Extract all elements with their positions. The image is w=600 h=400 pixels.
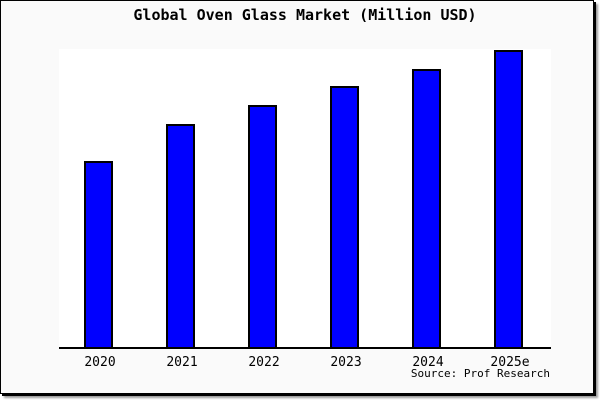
plot-area [59, 49, 551, 349]
x-tick-label-2025e: 2025e [490, 355, 530, 370]
bar-2023 [329, 86, 359, 347]
bar-2022 [247, 105, 277, 347]
source-text: Source: Prof Research [410, 367, 550, 380]
x-tick-label-2024: 2024 [412, 355, 444, 370]
x-tick-label-2020: 2020 [84, 355, 116, 370]
chart-frame: Global Oven Glass Market (Million USD) 2… [0, 0, 594, 394]
x-tick-label-2023: 2023 [330, 355, 362, 370]
bar-2025e [493, 50, 523, 347]
bar-2021 [165, 124, 195, 347]
x-tick-label-2021: 2021 [166, 355, 198, 370]
x-axis-labels: 2020 2021 2022 2023 2024 2025e [1, 1, 593, 393]
bar-2024 [411, 69, 441, 347]
bar-2020 [83, 161, 113, 347]
x-tick-label-2022: 2022 [248, 355, 280, 370]
chart-title: Global Oven Glass Market (Million USD) [133, 6, 477, 24]
